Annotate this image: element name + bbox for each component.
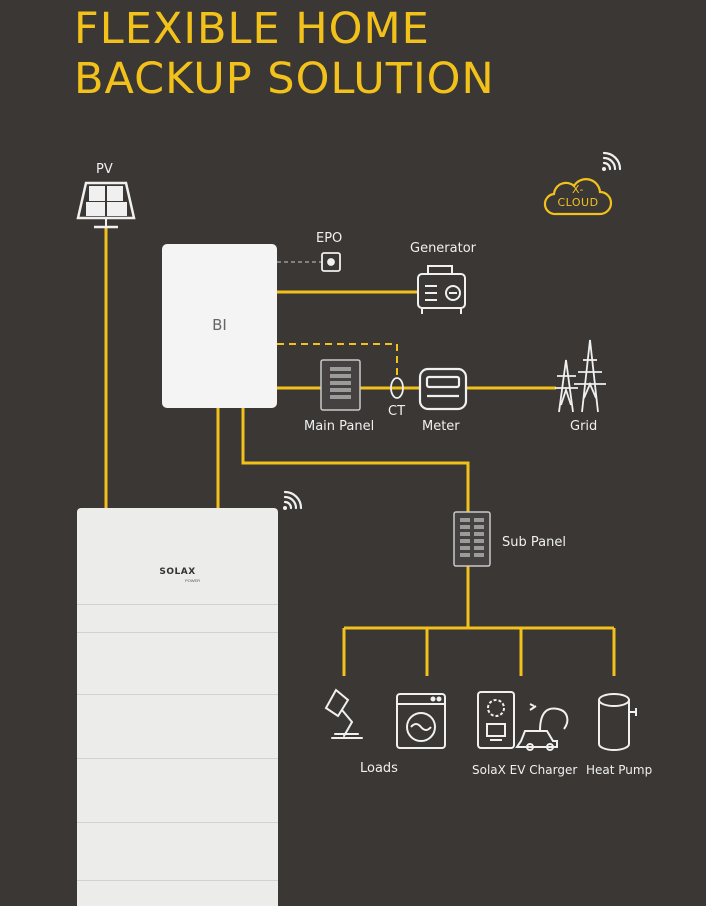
sub-panel-icon [453,511,491,567]
generator-icon [417,265,466,314]
bi-inverter [162,244,277,408]
main-panel-label: Main Panel [304,419,375,434]
bi-subpanel-line [241,408,470,512]
transmission-tower-icon [555,339,606,413]
heat-pump-label: Heat Pump [586,763,653,777]
washing-machine-icon [396,693,446,749]
ev-charger-label: SolaX EV Charger [472,763,578,777]
wifi-icon [602,151,622,171]
solar-panel-icon [76,181,136,229]
title-line-2: BACKUP SOLUTION [74,54,495,104]
page-title: FLEXIBLE HOME BACKUP SOLUTION [74,4,495,104]
desk-lamp-icon [324,688,363,739]
meter-label: Meter [422,419,460,434]
sub-panel-label: Sub Panel [502,535,566,550]
meter-icon [418,367,468,411]
battery-brand-sub: POWER [184,578,201,583]
title-line-1: FLEXIBLE HOME [74,4,430,54]
cloud-label: X- CLOUD [557,183,599,209]
battery-stack [77,508,278,906]
ct-signal-line [277,343,398,378]
epo-label: EPO [316,231,343,246]
generator-label: Generator [410,241,477,256]
grid-label: Grid [570,419,598,434]
main-panel-icon [320,359,361,411]
pv-label: PV [96,162,113,177]
bi-label: BI [212,316,227,334]
loads-label: Loads [360,761,398,776]
ev-car-icon [515,703,569,751]
wifi-icon [283,490,303,510]
ev-charger-icon [477,691,515,749]
cloud-icon [543,178,613,216]
battery-brand-logo: SOLAX [159,567,196,577]
water-heater-icon [598,693,637,751]
ct-clamp-icon [390,377,404,399]
ct-label: CT [388,404,406,419]
epo-button-icon [321,252,341,272]
